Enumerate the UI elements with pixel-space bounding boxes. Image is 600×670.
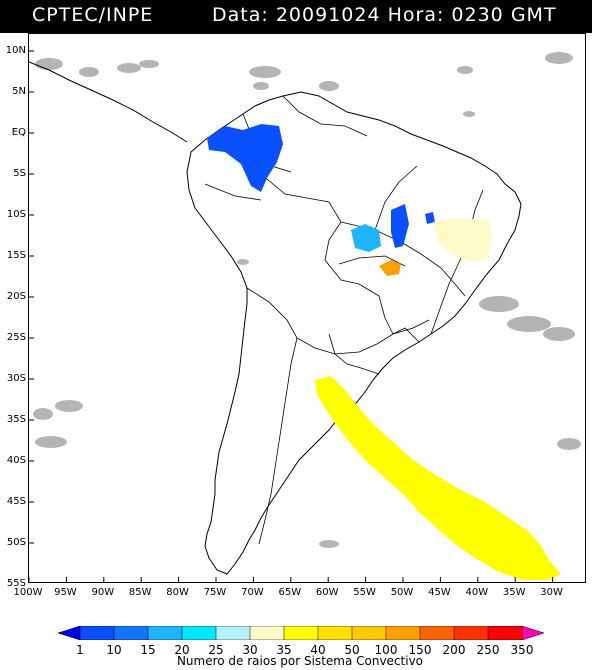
convective-systems: [207, 124, 561, 580]
lon-label: 30W: [540, 587, 563, 598]
source-label: CPTEC/INPE: [32, 4, 154, 26]
colorbar-swatch: [58, 626, 81, 640]
lon-label: 50W: [390, 587, 414, 598]
system-central-east: [425, 212, 435, 224]
colorbar-tick-label: 35: [276, 643, 292, 657]
colorbar-swatch: [79, 626, 115, 640]
axis-ticks: [29, 50, 554, 582]
colorbar-tick-label: 350: [510, 643, 534, 657]
lat-label: 25S: [6, 332, 26, 343]
lat-label: 10S: [6, 209, 26, 220]
map-canvas: [29, 50, 581, 582]
hour-label: Hora:: [387, 4, 445, 26]
cloud-patch: [55, 400, 83, 412]
colorbar-swatch: [487, 626, 523, 640]
cloud-patch: [35, 58, 63, 70]
colorbar-tick-label: 30: [242, 643, 258, 657]
cloud-patch: [249, 66, 281, 78]
lat-label: 55S: [6, 578, 26, 589]
lon-label: 35W: [502, 587, 526, 598]
lat-label: 45S: [6, 496, 26, 507]
colorbar-tick-label: 100: [374, 643, 398, 657]
cloud-patch: [543, 327, 575, 341]
date-label: Data:: [212, 4, 269, 26]
colorbar-tick-label: 50: [344, 643, 360, 657]
cloud-patch: [319, 540, 339, 548]
system-amazon: [207, 124, 283, 192]
colorbar-swatch: [351, 626, 387, 640]
lon-label: 85W: [128, 587, 152, 598]
lat-label: 40S: [6, 455, 26, 466]
lat-label: 10N: [5, 45, 26, 56]
lon-label: 75W: [203, 587, 227, 598]
colorbar-swatch: [113, 626, 149, 640]
lat-label: 30S: [6, 373, 26, 384]
colorbar-swatch: [317, 626, 353, 640]
cloud-patch: [253, 82, 269, 90]
system-northeast: [433, 218, 493, 262]
lat-label: 50S: [6, 537, 26, 548]
lon-label: 55W: [353, 587, 376, 598]
colorbar-swatch: [249, 626, 285, 640]
lon-label: 60W: [315, 587, 339, 598]
colorbar-tick-label: 15: [140, 643, 156, 657]
lat-label: 5N: [12, 86, 26, 97]
lat-label: 20S: [6, 291, 26, 302]
system-central: [391, 204, 409, 248]
colorbar-swatch: [385, 626, 421, 640]
colorbar-swatch: [521, 626, 544, 640]
cloud-patch: [479, 296, 519, 312]
lon-label: 90W: [91, 587, 115, 598]
cloud-patch: [507, 316, 551, 332]
colorbar-caption: Numero de raios por Sistema Convectivo: [176, 654, 424, 668]
lon-label: 100W: [13, 587, 43, 598]
colorbar-tick-label: 150: [408, 643, 432, 657]
timestamp-label: Data: 20091024 Hora: 0230 GMT: [212, 4, 557, 26]
cloud-patch: [557, 438, 581, 450]
lon-label: 80W: [166, 587, 189, 598]
lon-label: 45W: [428, 587, 451, 598]
lat-label: 5S: [13, 168, 26, 179]
lon-label: 65W: [278, 587, 302, 598]
colorbar-swatch: [215, 626, 251, 640]
colorbar-tick-label: 1: [76, 643, 84, 657]
lon-label: 70W: [241, 587, 264, 598]
cloud-patch: [457, 66, 473, 74]
lon-label: 95W: [54, 587, 77, 598]
cloud-patch: [237, 259, 249, 265]
colorbar-swatch: [419, 626, 455, 640]
system-atlantic-band: [315, 376, 561, 580]
colorbar-swatch: [147, 626, 183, 640]
colorbar-tick-label: 20: [174, 643, 190, 657]
cloud-patch: [79, 67, 99, 77]
colorbar-tick-label: 25: [208, 643, 224, 657]
central-america-coastline: [29, 61, 188, 143]
colorbar-swatch: [181, 626, 217, 640]
colorbar-swatch: [283, 626, 319, 640]
cloud-layer: [33, 52, 581, 548]
cloud-patch: [319, 81, 339, 91]
colorbar-tick-label: 10: [106, 643, 122, 657]
cloud-patch: [117, 63, 141, 73]
cloud-patch: [139, 60, 159, 68]
cloud-patch: [463, 111, 475, 117]
colorbar-swatch: [453, 626, 489, 640]
cloud-patch: [545, 52, 573, 64]
lat-label: EQ: [11, 127, 26, 138]
lightning-colorbar: [58, 626, 544, 640]
hour-value: 0230 GMT: [451, 4, 557, 26]
lon-label: 40W: [465, 587, 489, 598]
lat-label: 35S: [6, 414, 26, 425]
date-value: 20091024: [275, 4, 381, 26]
system-central-west: [351, 224, 381, 252]
colorbar-tick-label: 40: [310, 643, 326, 657]
title-bar: CPTEC/INPE Data: 20091024 Hora: 0230 GMT: [0, 0, 592, 33]
lat-label: 15S: [6, 250, 26, 261]
cloud-patch: [35, 436, 67, 448]
colorbar-tick-label: 200: [442, 643, 466, 657]
system-central-south: [379, 260, 401, 276]
map-panel: [28, 33, 586, 583]
colorbar-tick-label: 250: [476, 643, 500, 657]
cloud-patch: [33, 408, 53, 420]
